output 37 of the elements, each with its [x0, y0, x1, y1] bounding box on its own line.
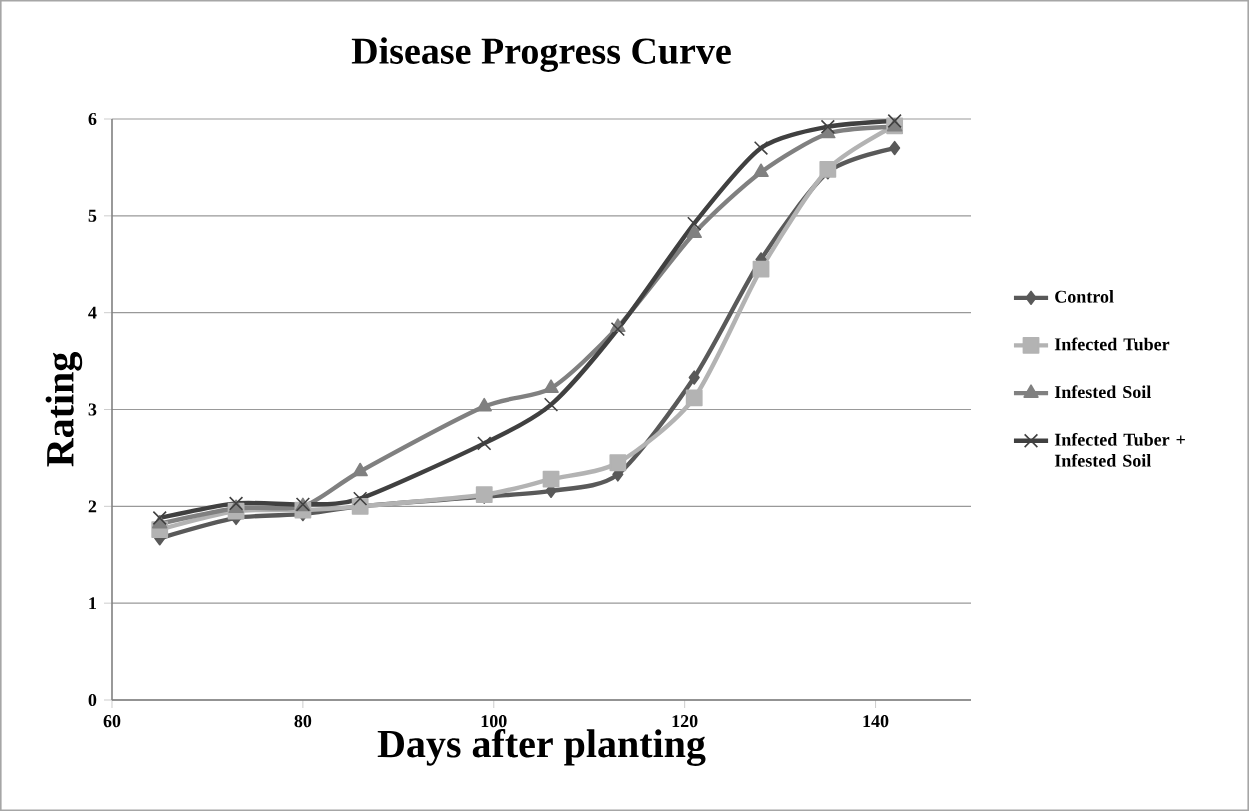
point [819, 160, 837, 178]
y-axis-title: Rating [45, 352, 83, 467]
point [152, 510, 167, 526]
point [476, 397, 492, 412]
point [609, 454, 627, 472]
point [685, 389, 703, 407]
point [610, 321, 626, 337]
point [543, 379, 559, 393]
y-tick-label: 2 [88, 500, 97, 513]
x-tick-label: 80 [294, 715, 312, 728]
x-tick-label: 120 [672, 715, 698, 728]
point [686, 224, 702, 239]
chart-title: Disease Progress Curve [351, 37, 731, 72]
x-axis-title: Days after planting [377, 728, 706, 766]
x-tick-label: 60 [103, 715, 121, 728]
point [820, 119, 835, 134]
point [352, 491, 368, 506]
point [542, 470, 560, 488]
legend-label: Infested Soil [1054, 385, 1151, 399]
y-tick-label: 1 [89, 597, 96, 610]
y-tick-label: 0 [88, 693, 97, 707]
point [352, 462, 368, 477]
y-tick-label: 6 [88, 112, 97, 126]
point [477, 436, 492, 451]
x-tick-label: 140 [863, 715, 889, 728]
legend-label: Control [1055, 290, 1114, 303]
y-tick-label: 3 [88, 403, 97, 416]
y-tick-label: 5 [88, 209, 97, 222]
y-tick-label: 4 [88, 306, 97, 319]
point [753, 163, 769, 178]
point [752, 260, 770, 278]
x-tick-label: 100 [481, 715, 507, 728]
legend-label: Infected Tuber + Infested Soil [1054, 432, 1185, 467]
point [887, 113, 902, 129]
legend-label: Infected Tuber [1054, 337, 1170, 351]
point [688, 370, 700, 385]
point [889, 140, 901, 156]
